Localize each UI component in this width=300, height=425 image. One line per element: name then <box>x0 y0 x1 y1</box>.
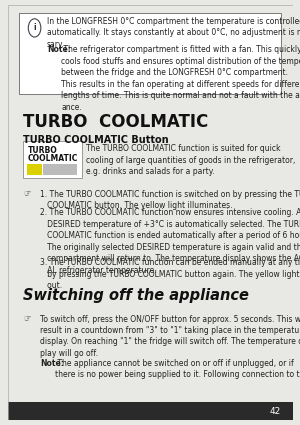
Text: The refrigerator compartment is fitted with a fan. This quickly
cools food stuff: The refrigerator compartment is fitted w… <box>61 45 300 112</box>
Text: Note:: Note: <box>47 45 71 54</box>
FancyBboxPatch shape <box>23 141 82 178</box>
Text: 3. The TURBO COOLMATIC function can be ended manually at any time
   by pressing: 3. The TURBO COOLMATIC function can be e… <box>40 258 300 290</box>
Text: COOLMATIC: COOLMATIC <box>28 154 78 164</box>
Text: TURBO  COOLMATIC: TURBO COOLMATIC <box>23 113 208 131</box>
Text: The appliance cannot be switched on or off if unplugged, or if
there is no power: The appliance cannot be switched on or o… <box>55 359 300 379</box>
Text: TURBO: TURBO <box>28 146 57 155</box>
Bar <box>43 164 77 175</box>
Text: 2. The TURBO COOLMATIC function now ensures intensive cooling. A
   DESIRED temp: 2. The TURBO COOLMATIC function now ensu… <box>40 208 300 275</box>
Text: The TURBO COOLMATIC function is suited for quick
cooling of large quantities of : The TURBO COOLMATIC function is suited f… <box>86 144 295 176</box>
Text: ☞: ☞ <box>23 190 31 198</box>
Text: 42: 42 <box>270 407 281 416</box>
Text: TURBO COOLMATIC Button: TURBO COOLMATIC Button <box>23 135 169 145</box>
FancyBboxPatch shape <box>19 14 281 94</box>
Text: 1. The TURBO COOLMATIC function is switched on by pressing the TURBO
   COOLMATI: 1. The TURBO COOLMATIC function is switc… <box>40 190 300 210</box>
Text: To switch off, press the ON/OFF button for approx. 5 seconds. This will
result i: To switch off, press the ON/OFF button f… <box>40 314 300 358</box>
Bar <box>8 402 292 420</box>
Text: Note:: Note: <box>40 359 64 368</box>
Bar <box>28 164 42 175</box>
Text: Switching off the appliance: Switching off the appliance <box>23 288 249 303</box>
Text: ☞: ☞ <box>23 314 31 323</box>
Text: i: i <box>33 23 36 32</box>
Text: In the LONGFRESH 0°C compartment the temperature is controlled
automatically. It: In the LONGFRESH 0°C compartment the tem… <box>47 17 300 48</box>
